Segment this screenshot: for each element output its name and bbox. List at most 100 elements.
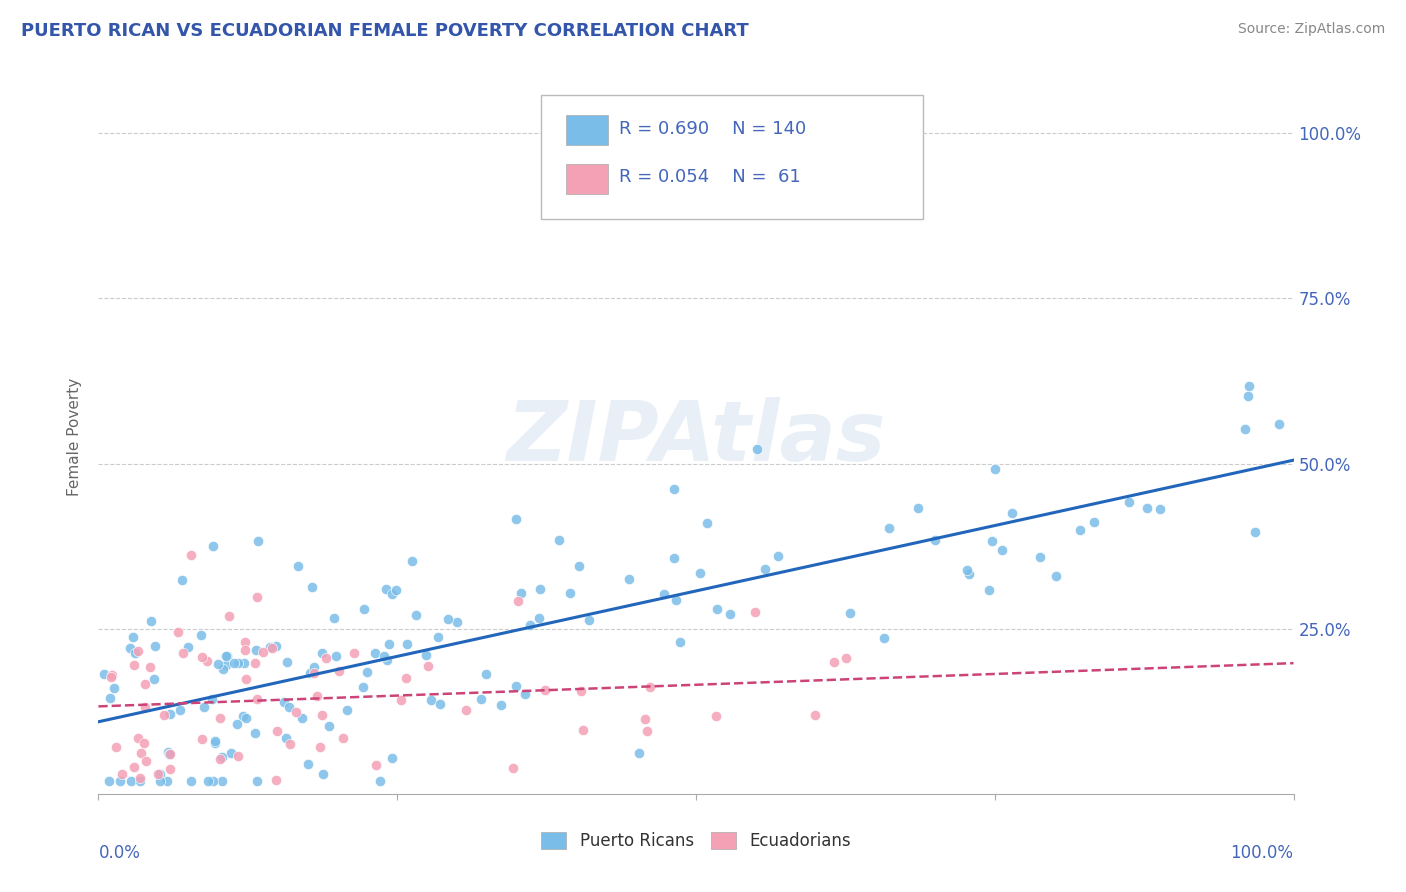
Point	[93, 667, 115, 681]
Point	[353, 601, 375, 615]
Point	[121, 630, 143, 644]
Point	[436, 612, 458, 626]
Point	[1244, 524, 1267, 539]
Point	[418, 659, 440, 673]
Point	[215, 648, 238, 663]
Point	[454, 703, 477, 717]
Point	[228, 748, 250, 763]
Point	[877, 521, 900, 535]
Point	[264, 639, 287, 653]
Point	[301, 580, 323, 594]
Point	[502, 761, 524, 775]
FancyBboxPatch shape	[565, 115, 607, 145]
Point	[190, 731, 212, 746]
Point	[567, 558, 589, 573]
Point	[1237, 379, 1260, 393]
Point	[134, 699, 156, 714]
Point	[343, 646, 366, 660]
Point	[405, 607, 427, 622]
Point	[207, 657, 229, 672]
Point	[124, 646, 146, 660]
Point	[98, 773, 121, 788]
Point	[704, 708, 727, 723]
FancyBboxPatch shape	[541, 95, 922, 219]
Point	[419, 693, 441, 707]
Point	[143, 639, 166, 653]
Point	[298, 665, 321, 680]
Legend: Puerto Ricans, Ecuadorians: Puerto Ricans, Ecuadorians	[534, 825, 858, 857]
Point	[284, 706, 307, 720]
Text: R = 0.054    N =  61: R = 0.054 N = 61	[620, 169, 801, 186]
Point	[287, 558, 309, 573]
Point	[754, 562, 776, 576]
Point	[98, 690, 121, 705]
Point	[768, 549, 790, 564]
Point	[262, 641, 284, 656]
Point	[380, 586, 402, 600]
Point	[907, 501, 929, 516]
Point	[276, 731, 298, 745]
Point	[395, 637, 418, 651]
Point	[475, 666, 498, 681]
Point	[219, 746, 242, 760]
Point	[1233, 422, 1256, 436]
Point	[506, 594, 529, 608]
Point	[1237, 389, 1260, 403]
Point	[983, 462, 1005, 476]
Point	[1136, 501, 1159, 516]
Point	[373, 649, 395, 664]
Point	[302, 660, 325, 674]
Point	[318, 719, 340, 733]
Point	[100, 670, 122, 684]
Point	[823, 655, 845, 669]
Point	[276, 655, 298, 669]
Point	[297, 756, 319, 771]
Point	[489, 698, 512, 712]
Point	[222, 657, 245, 671]
Point	[977, 583, 1000, 598]
Point	[991, 543, 1014, 558]
Point	[426, 630, 449, 644]
Point	[381, 751, 404, 765]
Point	[180, 773, 202, 788]
Point	[252, 645, 274, 659]
Point	[246, 773, 269, 788]
Point	[1045, 568, 1067, 582]
Point	[235, 635, 257, 649]
Point	[180, 549, 202, 563]
Point	[273, 695, 295, 709]
Point	[669, 635, 692, 649]
Point	[744, 606, 766, 620]
Point	[111, 767, 134, 781]
Point	[211, 773, 233, 788]
Point	[159, 762, 181, 776]
Point	[211, 750, 233, 764]
Point	[170, 573, 193, 587]
Point	[375, 582, 398, 597]
Point	[128, 773, 150, 788]
Point	[167, 625, 190, 640]
Point	[105, 740, 128, 755]
Point	[193, 700, 215, 714]
Point	[1083, 516, 1105, 530]
Point	[307, 689, 329, 703]
Point	[505, 512, 527, 526]
Point	[157, 745, 180, 759]
Point	[169, 703, 191, 717]
Point	[415, 648, 437, 662]
Text: PUERTO RICAN VS ECUADORIAN FEMALE POVERTY CORRELATION CHART: PUERTO RICAN VS ECUADORIAN FEMALE POVERT…	[21, 22, 749, 40]
Point	[519, 617, 541, 632]
Point	[228, 657, 250, 671]
Point	[352, 680, 374, 694]
Point	[1069, 523, 1091, 537]
Point	[277, 700, 299, 714]
Point	[571, 723, 593, 738]
Point	[264, 772, 287, 787]
Point	[665, 593, 688, 607]
Point	[470, 691, 492, 706]
Point	[1268, 417, 1291, 431]
Text: ZIPAtlas: ZIPAtlas	[506, 397, 886, 477]
Point	[149, 767, 172, 781]
Point	[1118, 494, 1140, 508]
Point	[312, 767, 335, 781]
